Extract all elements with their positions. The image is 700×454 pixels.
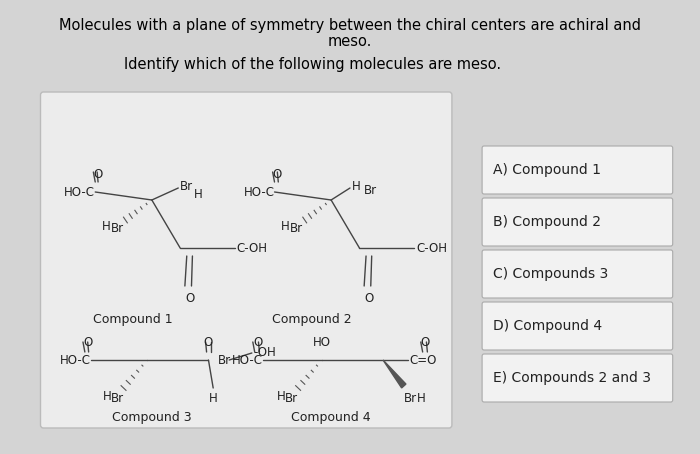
Text: O: O	[364, 291, 374, 305]
FancyBboxPatch shape	[482, 354, 673, 402]
Text: B) Compound 2: B) Compound 2	[494, 215, 601, 229]
Text: O: O	[93, 168, 103, 181]
Text: C=O: C=O	[410, 354, 437, 366]
Text: Br: Br	[364, 183, 377, 197]
Text: C-OH: C-OH	[416, 242, 447, 255]
Text: H: H	[102, 390, 111, 403]
Text: H: H	[102, 219, 111, 232]
Text: A) Compound 1: A) Compound 1	[494, 163, 601, 177]
Text: Compound 2: Compound 2	[272, 314, 352, 326]
Text: Br: Br	[404, 391, 417, 405]
Text: O: O	[185, 291, 194, 305]
Text: C-OH: C-OH	[237, 242, 268, 255]
Text: Br: Br	[290, 222, 303, 235]
Text: Molecules with a plane of symmetry between the chiral centers are achiral and: Molecules with a plane of symmetry betwe…	[59, 18, 641, 33]
FancyBboxPatch shape	[482, 198, 673, 246]
Text: E) Compounds 2 and 3: E) Compounds 2 and 3	[494, 371, 652, 385]
Text: O: O	[253, 336, 262, 349]
FancyBboxPatch shape	[482, 146, 673, 194]
Text: HO-C: HO-C	[60, 354, 90, 366]
Text: O: O	[273, 168, 282, 181]
Text: O: O	[204, 336, 213, 349]
Text: O: O	[83, 336, 92, 349]
Text: meso.: meso.	[328, 34, 372, 49]
Text: Identify which of the following molecules are meso.: Identify which of the following molecule…	[124, 57, 500, 72]
Text: H: H	[352, 179, 361, 192]
Text: HO-C: HO-C	[244, 186, 274, 198]
FancyBboxPatch shape	[41, 92, 452, 428]
Text: C) Compounds 3: C) Compounds 3	[494, 267, 609, 281]
FancyBboxPatch shape	[482, 302, 673, 350]
Text: Br: Br	[111, 391, 123, 405]
Text: Br: Br	[180, 179, 193, 192]
Text: O: O	[421, 336, 430, 349]
FancyBboxPatch shape	[482, 250, 673, 298]
Text: Compound 3: Compound 3	[112, 411, 192, 424]
Text: H: H	[281, 219, 290, 232]
Text: H: H	[417, 391, 426, 405]
Text: D) Compound 4: D) Compound 4	[494, 319, 603, 333]
Text: Compound 4: Compound 4	[291, 411, 371, 424]
Text: -OH: -OH	[254, 345, 276, 359]
Text: Br: Br	[111, 222, 123, 235]
Text: Compound 1: Compound 1	[93, 314, 173, 326]
Text: HO-C: HO-C	[64, 186, 95, 198]
Text: HO-C: HO-C	[232, 354, 263, 366]
Text: Br: Br	[218, 354, 231, 366]
Text: H: H	[195, 188, 203, 201]
Text: HO: HO	[313, 336, 330, 349]
Polygon shape	[383, 360, 406, 388]
Text: Br: Br	[285, 391, 298, 405]
Text: H: H	[277, 390, 286, 403]
Text: H: H	[209, 391, 218, 405]
